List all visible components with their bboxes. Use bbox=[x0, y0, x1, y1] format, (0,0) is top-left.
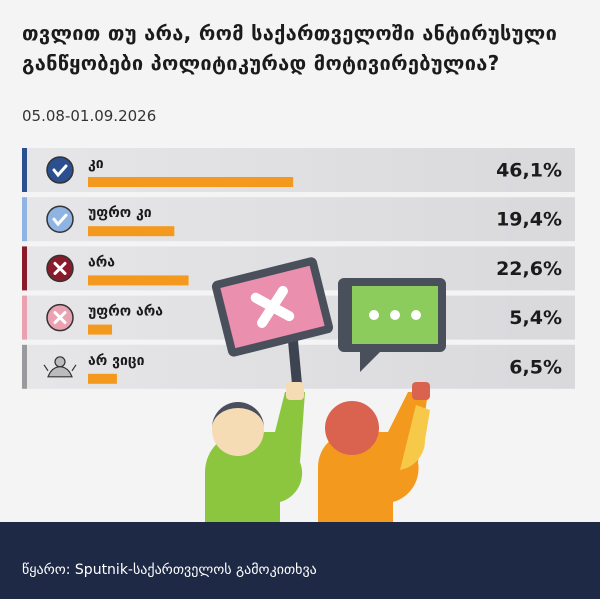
icon bbox=[52, 213, 68, 227]
illustration bbox=[205, 257, 446, 522]
bar bbox=[88, 275, 189, 286]
value-label: 6,5% bbox=[509, 356, 562, 378]
chart-subtitle: 05.08-01.09.2026 bbox=[22, 107, 157, 125]
value-label: 46,1% bbox=[496, 160, 562, 182]
icon bbox=[46, 205, 74, 233]
category-label: კი bbox=[88, 156, 104, 172]
row-stripe bbox=[22, 246, 27, 291]
value-label: 19,4% bbox=[496, 209, 562, 231]
value-label: 22,6% bbox=[496, 258, 562, 280]
row-stripe bbox=[22, 197, 27, 242]
chart-title: თვლით თუ არა, რომ საქართველოში ანტირუსულ… bbox=[22, 21, 558, 75]
icon bbox=[53, 261, 67, 275]
icon bbox=[52, 164, 68, 178]
icon bbox=[53, 311, 67, 325]
row-stripe bbox=[22, 148, 27, 192]
category-label: უფრო კი bbox=[88, 205, 152, 221]
row-stripe bbox=[22, 344, 27, 389]
value-label: 5,4% bbox=[509, 307, 562, 329]
bar bbox=[88, 226, 175, 237]
icon bbox=[43, 364, 77, 378]
footer bbox=[0, 522, 600, 599]
bar bbox=[88, 324, 113, 335]
icon bbox=[54, 356, 66, 368]
category-label: არ ვიცი bbox=[88, 353, 145, 369]
category-label: უფრო არა bbox=[88, 304, 163, 320]
icon bbox=[46, 156, 74, 184]
row-stripe bbox=[22, 295, 27, 340]
bar bbox=[88, 373, 117, 384]
bar bbox=[88, 177, 294, 187]
category-label: არა bbox=[88, 254, 115, 270]
source: წყარო: Sputnik-საქართველოს გამოკითხვა bbox=[22, 562, 317, 578]
